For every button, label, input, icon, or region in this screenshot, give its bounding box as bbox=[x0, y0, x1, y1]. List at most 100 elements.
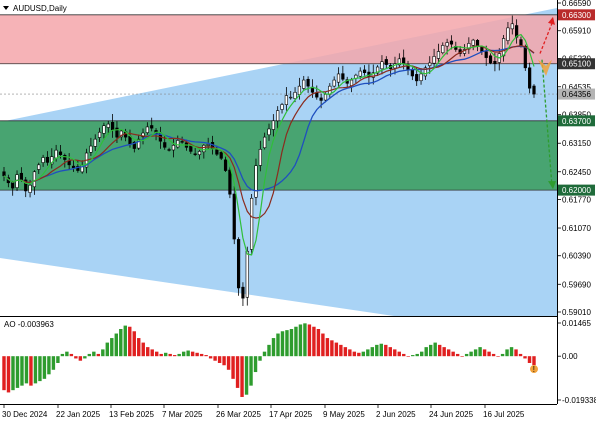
candle-body bbox=[475, 39, 480, 46]
symbol-header[interactable]: AUDUSD,Daily bbox=[3, 4, 67, 13]
candle-body bbox=[341, 73, 345, 80]
ao-bar bbox=[469, 351, 473, 357]
ao-tick-label: -0.019338 bbox=[562, 396, 596, 405]
candle-body bbox=[319, 97, 323, 101]
ao-bar bbox=[482, 349, 487, 357]
time-tick-label: 24 Jun 2025 bbox=[429, 410, 474, 419]
ao-bar bbox=[213, 356, 217, 361]
candle-body bbox=[480, 47, 484, 52]
symbol-label: AUDUSD,Daily bbox=[13, 4, 67, 13]
ao-bar bbox=[42, 356, 47, 379]
ao-bar bbox=[159, 353, 163, 357]
candle-body bbox=[97, 131, 102, 138]
ao-bar bbox=[523, 356, 527, 359]
ao-bar bbox=[6, 356, 11, 393]
ao-bar bbox=[240, 356, 244, 397]
ao-bar bbox=[379, 343, 383, 357]
candle-body bbox=[515, 25, 519, 38]
ao-bar bbox=[339, 344, 343, 357]
candle-body bbox=[71, 165, 76, 168]
candle-body bbox=[289, 96, 293, 99]
candle-body bbox=[280, 104, 284, 110]
ao-bar bbox=[195, 352, 199, 357]
ao-bar bbox=[509, 347, 514, 357]
candle-body bbox=[241, 286, 245, 299]
ao-bar bbox=[177, 353, 181, 357]
ao-bar bbox=[65, 351, 69, 357]
candle-body bbox=[119, 130, 123, 138]
ao-bar bbox=[280, 331, 285, 357]
ao-bar bbox=[271, 338, 276, 357]
candle-body bbox=[397, 58, 401, 66]
ao-bar bbox=[181, 351, 186, 357]
time-axis: 30 Dec 2024 22 Jan 2025 13 Feb 2025 7 Mar 2… bbox=[2, 404, 525, 419]
price-tick-label: 0.59690 bbox=[562, 280, 591, 289]
ao-bar bbox=[74, 356, 78, 359]
ao-bar bbox=[226, 356, 231, 370]
ao-bar bbox=[316, 329, 321, 357]
time-tick-label: 13 Feb 2025 bbox=[109, 410, 154, 419]
candle-body bbox=[484, 51, 488, 58]
candle-body bbox=[202, 144, 206, 153]
ao-bar bbox=[478, 347, 482, 357]
ao-bar bbox=[114, 333, 118, 357]
ao-marker-glyph: ! bbox=[533, 365, 535, 374]
ao-bar bbox=[29, 356, 33, 386]
candle-body bbox=[258, 149, 262, 166]
candle-body bbox=[506, 27, 510, 41]
price-tick-label: 0.63150 bbox=[562, 139, 591, 148]
ao-bar bbox=[101, 349, 105, 357]
candle-body bbox=[141, 132, 145, 138]
ao-bar bbox=[96, 353, 101, 357]
candle-body bbox=[180, 141, 184, 143]
ao-bar bbox=[527, 356, 532, 363]
price-badge bbox=[558, 9, 595, 21]
arrow-up-head-icon bbox=[548, 16, 555, 25]
ao-bar bbox=[361, 351, 366, 357]
ao-bar bbox=[303, 323, 307, 357]
ao-bar bbox=[69, 353, 74, 357]
candle-body bbox=[302, 79, 306, 89]
price-badge-label: 0.64356 bbox=[562, 90, 591, 99]
ao-bar bbox=[235, 356, 240, 388]
ao-bar bbox=[393, 349, 397, 357]
ao-bar bbox=[87, 353, 92, 357]
ao-bar bbox=[56, 356, 60, 363]
candle-body bbox=[315, 92, 319, 98]
candle-body bbox=[254, 165, 258, 198]
ao-bar bbox=[222, 356, 226, 366]
candle-body bbox=[349, 79, 354, 86]
candle-body bbox=[219, 152, 223, 159]
ao-bar bbox=[343, 347, 348, 357]
candle-body bbox=[232, 193, 236, 240]
dropdown-triangle-icon[interactable] bbox=[3, 6, 9, 10]
candle-body bbox=[58, 151, 63, 155]
ao-bar bbox=[357, 352, 361, 357]
ao-bar bbox=[244, 356, 249, 395]
candle-body bbox=[76, 166, 80, 171]
ao-bar bbox=[491, 353, 496, 357]
candle-body bbox=[228, 169, 232, 195]
ao-bar bbox=[208, 356, 213, 359]
ao-bar bbox=[276, 333, 280, 357]
candle-body bbox=[11, 182, 15, 189]
candle-body bbox=[493, 60, 497, 65]
candle-body bbox=[432, 56, 436, 64]
candle-body bbox=[471, 39, 475, 46]
price-badge-label: 0.65100 bbox=[562, 60, 591, 69]
ao-bar bbox=[217, 356, 222, 363]
ao-bar bbox=[163, 352, 168, 357]
candle-body bbox=[2, 171, 6, 177]
ao-bar bbox=[190, 351, 195, 357]
candle-body bbox=[371, 72, 375, 78]
time-tick-label: 2 Jun 2025 bbox=[376, 410, 416, 419]
ao-bar bbox=[411, 355, 415, 357]
time-tick-label: 9 May 2025 bbox=[323, 410, 365, 419]
pivot-marker bbox=[538, 59, 552, 76]
candle-body bbox=[37, 164, 41, 170]
time-tick-label: 16 Jul 2025 bbox=[483, 410, 525, 419]
ao-bar bbox=[78, 356, 83, 361]
ao-bar bbox=[402, 353, 406, 357]
ao-bar bbox=[334, 342, 339, 357]
